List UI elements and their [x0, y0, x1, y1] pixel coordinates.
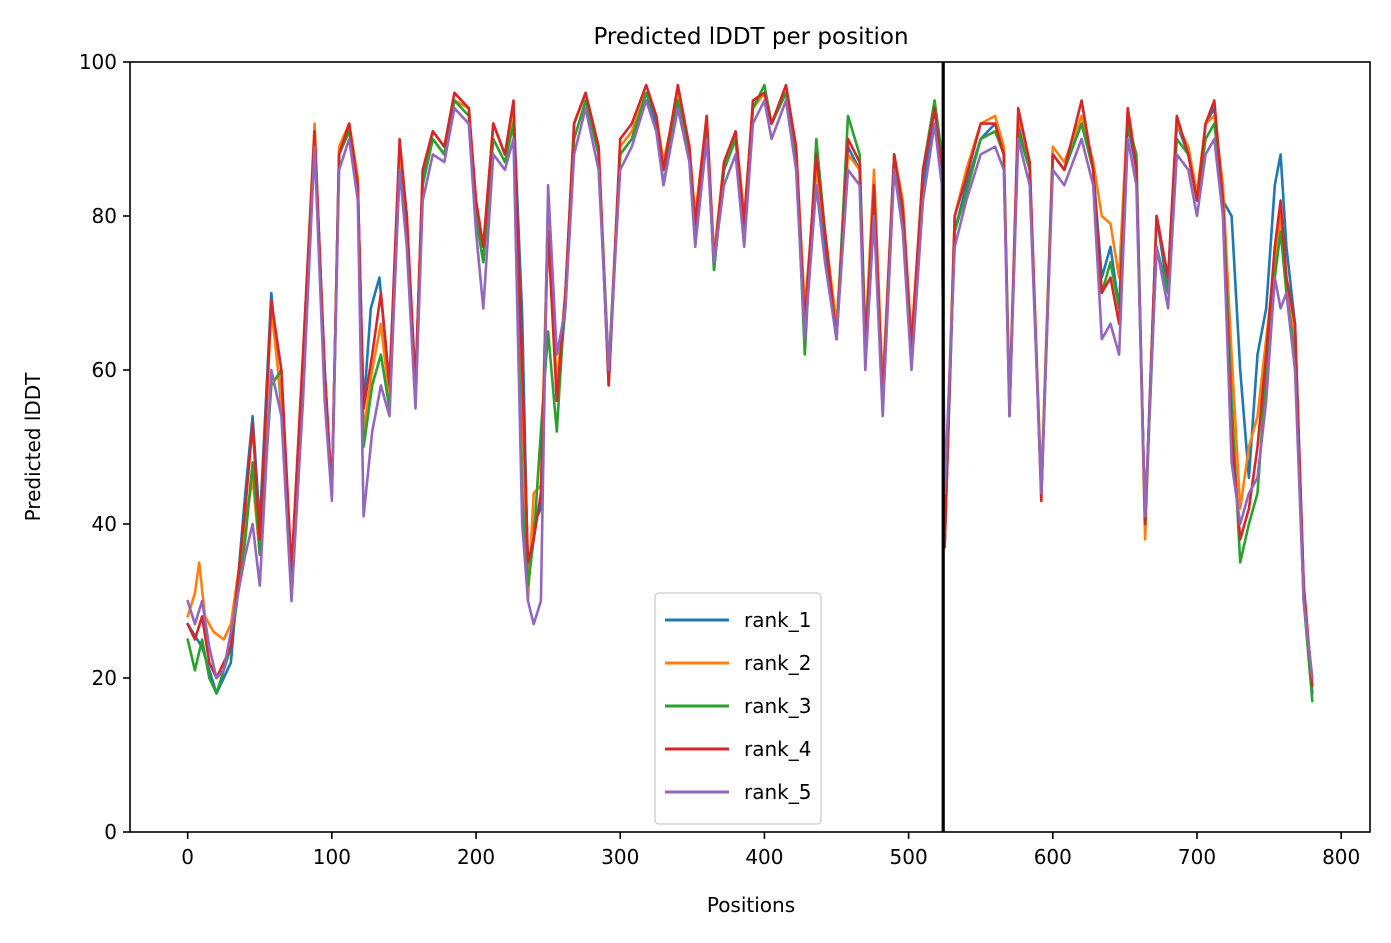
series-line-rank_5	[186, 99, 1314, 680]
y-axis: 0 20 40 60 80 100	[79, 50, 130, 844]
plot-area	[186, 83, 1314, 703]
plot-frame	[129, 61, 1371, 833]
y-tick-label: 20	[92, 666, 117, 690]
x-axis: 0 100 200 300 400 500 600 700 800	[181, 832, 1360, 869]
x-tick-label: 400	[745, 845, 783, 869]
legend-label: rank_5	[744, 780, 811, 804]
legend-label: rank_2	[744, 651, 811, 675]
y-axis-label: Predicted lDDT	[21, 372, 45, 522]
y-tick-label: 60	[92, 358, 117, 382]
legend-label: rank_1	[744, 608, 811, 632]
x-tick-label: 0	[181, 845, 194, 869]
legend: rank_1 rank_2 rank_3 rank_4 rank_5	[654, 592, 822, 825]
legend-box	[654, 592, 822, 825]
y-tick-label: 100	[79, 50, 117, 74]
x-tick-label: 500	[890, 845, 928, 869]
y-tick-label: 40	[92, 512, 117, 536]
x-tick-label: 700	[1178, 845, 1216, 869]
y-tick-label: 80	[92, 204, 117, 228]
chart-title: Predicted lDDT per position	[593, 24, 908, 50]
legend-label: rank_4	[744, 737, 811, 761]
x-axis-label: Positions	[707, 893, 795, 917]
x-tick-label: 600	[1034, 845, 1072, 869]
x-tick-label: 100	[313, 845, 351, 869]
x-tick-label: 200	[457, 845, 495, 869]
x-tick-label: 800	[1322, 845, 1360, 869]
legend-label: rank_3	[744, 694, 811, 718]
x-tick-label: 300	[601, 845, 639, 869]
y-tick-label: 0	[104, 820, 117, 844]
